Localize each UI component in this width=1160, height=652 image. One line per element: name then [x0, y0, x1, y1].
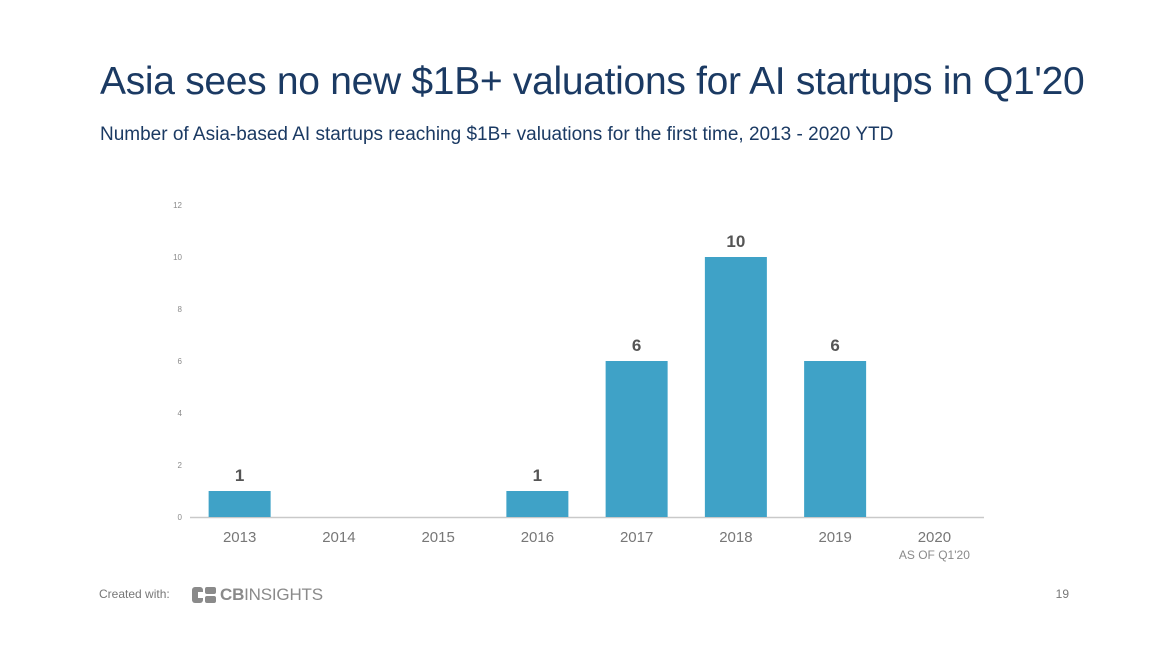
x-tick-label-2013: 2013 — [223, 529, 256, 546]
y-tick-label: 4 — [178, 409, 183, 418]
data-label-2013: 1 — [235, 466, 244, 485]
data-label-2019: 6 — [830, 336, 839, 355]
x-tick-label-2016: 2016 — [521, 529, 554, 546]
created-with-label: Created with: — [99, 587, 170, 601]
bar-2018 — [704, 257, 767, 517]
bar-2013 — [208, 491, 271, 517]
x-tick-label-2014: 2014 — [322, 529, 355, 546]
x-tick-label-2018: 2018 — [719, 529, 752, 546]
data-label-2018: 10 — [726, 232, 745, 251]
bar-2019 — [804, 361, 867, 517]
x-tick-label-2019: 2019 — [818, 529, 851, 546]
bar-2016 — [506, 491, 569, 517]
chart-title: Asia sees no new $1B+ valuations for AI … — [100, 60, 1085, 103]
bar-chart: 0 2 4 6 8 10 12 1 1 6 10 6 2013 2014 2015 2016 2017 201… — [173, 201, 984, 562]
y-tick-label: 6 — [178, 357, 183, 366]
x-tick-label-2020: 2020 — [918, 529, 951, 546]
chart-subtitle: Number of Asia-based AI startups reachin… — [100, 124, 894, 145]
bar-2017 — [605, 361, 668, 517]
y-tick-label: 8 — [178, 305, 183, 314]
cbinsights-logo: CBINSIGHTS — [192, 585, 323, 605]
data-label-2017: 6 — [632, 336, 641, 355]
y-tick-label: 10 — [173, 253, 182, 262]
x-tick-sublabel-2020: AS OF Q1'20 — [899, 548, 970, 562]
data-label-2016: 1 — [533, 466, 542, 485]
cbinsights-logo-text: CBINSIGHTS — [220, 585, 323, 604]
y-tick-label: 0 — [178, 513, 183, 522]
y-tick-label: 12 — [173, 201, 182, 210]
cbinsights-logo-icon — [192, 587, 216, 603]
page-number: 19 — [1055, 587, 1069, 601]
y-tick-label: 2 — [178, 461, 183, 470]
x-tick-label-2015: 2015 — [421, 529, 454, 546]
x-tick-label-2017: 2017 — [620, 529, 653, 546]
